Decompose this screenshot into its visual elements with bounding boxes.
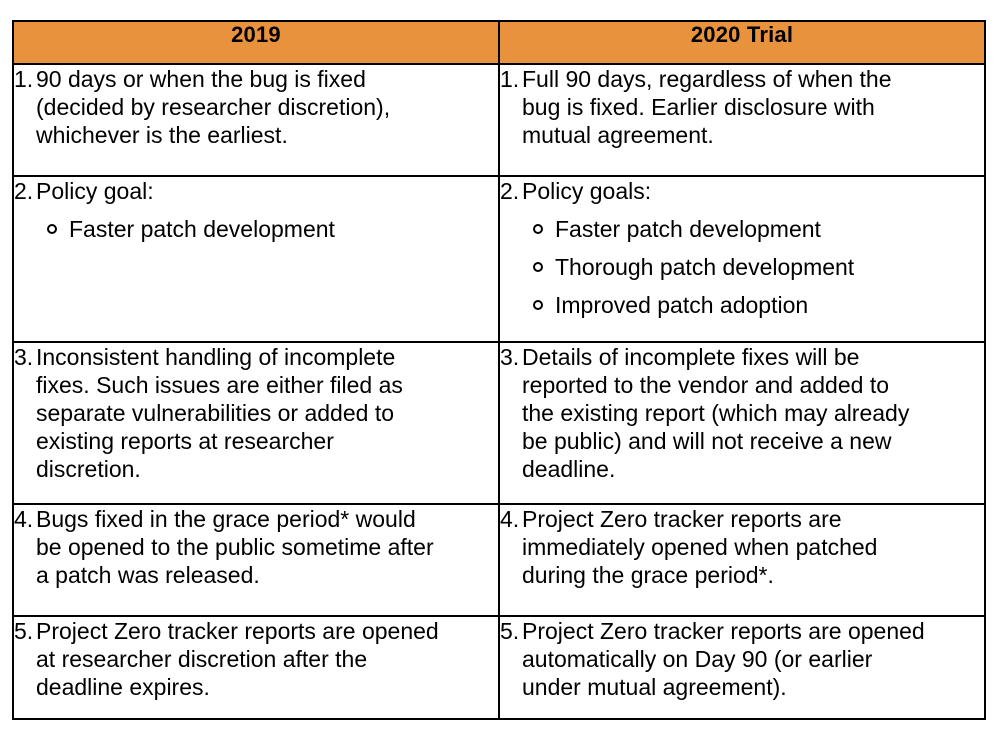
- item-text: 90 days or when the bug is fixed (decide…: [36, 66, 391, 148]
- policy-comparison-table: 2019 2020 Trial 1. 90 days or when the b…: [12, 20, 986, 720]
- bullet-text: Improved patch adoption: [555, 292, 809, 318]
- cell-2019-incomplete-fixes: 3. Inconsistent handling of incomplete f…: [12, 341, 500, 505]
- cell-2019-policy-goal: 2. Policy goal: Faster patch development: [12, 175, 500, 343]
- numbered-item: 1. 90 days or when the bug is fixed (dec…: [14, 65, 498, 149]
- bullet-text: Thorough patch development: [555, 254, 855, 280]
- item-text: Project Zero tracker reports are opened …: [522, 618, 925, 700]
- item-number: 3.: [14, 344, 34, 370]
- column-header-2020-trial: 2020 Trial: [498, 20, 986, 65]
- item-text: Inconsistent handling of incomplete fixe…: [36, 344, 403, 482]
- table-row: 4. Bugs fixed in the grace period* would…: [12, 503, 986, 617]
- numbered-item: 1. Full 90 days, regardless of when the …: [500, 65, 984, 149]
- table-row: 3. Inconsistent handling of incomplete f…: [12, 341, 986, 505]
- list-item: Thorough patch development: [500, 253, 984, 281]
- circle-bullet-icon: [47, 224, 57, 234]
- cell-2019-grace-period: 4. Bugs fixed in the grace period* would…: [12, 503, 500, 617]
- numbered-item: 2. Policy goals:: [500, 177, 984, 205]
- item-number: 5.: [500, 618, 520, 644]
- item-number: 2.: [14, 178, 34, 204]
- cell-2019-report-opening: 5. Project Zero tracker reports are open…: [12, 615, 500, 720]
- list-item: Faster patch development: [14, 215, 498, 243]
- circle-bullet-icon: [533, 224, 543, 234]
- table-row: 2. Policy goal: Faster patch development…: [12, 175, 986, 343]
- numbered-item: 5. Project Zero tracker reports are open…: [14, 617, 498, 701]
- numbered-item: 2. Policy goal:: [14, 177, 498, 205]
- bullet-list: Faster patch development: [14, 215, 498, 243]
- cell-2020-incomplete-fixes: 3. Details of incomplete fixes will be r…: [498, 341, 986, 505]
- numbered-item: 3. Details of incomplete fixes will be r…: [500, 343, 984, 483]
- item-text: Full 90 days, regardless of when the bug…: [522, 66, 892, 148]
- item-number: 1.: [500, 66, 520, 92]
- item-text: Project Zero tracker reports are immedia…: [522, 506, 878, 588]
- item-text: Policy goal:: [36, 178, 154, 204]
- bullet-list: Faster patch development Thorough patch …: [500, 215, 984, 319]
- numbered-item: 5. Project Zero tracker reports are open…: [500, 617, 984, 701]
- item-number: 5.: [14, 618, 34, 644]
- numbered-item: 4. Project Zero tracker reports are imme…: [500, 505, 984, 589]
- numbered-item: 4. Bugs fixed in the grace period* would…: [14, 505, 498, 589]
- list-item: Improved patch adoption: [500, 291, 984, 319]
- policy-comparison-wrapper: 2019 2020 Trial 1. 90 days or when the b…: [12, 20, 986, 720]
- cell-2020-grace-period: 4. Project Zero tracker reports are imme…: [498, 503, 986, 617]
- circle-bullet-icon: [533, 262, 543, 272]
- item-number: 1.: [14, 66, 34, 92]
- item-text: Project Zero tracker reports are opened …: [36, 618, 439, 700]
- column-header-2019: 2019: [12, 20, 500, 65]
- circle-bullet-icon: [533, 300, 543, 310]
- bullet-text: Faster patch development: [69, 216, 335, 242]
- header-row: 2019 2020 Trial: [12, 20, 986, 65]
- cell-2020-deadline: 1. Full 90 days, regardless of when the …: [498, 63, 986, 177]
- bullet-text: Faster patch development: [555, 216, 821, 242]
- cell-2020-report-opening: 5. Project Zero tracker reports are open…: [498, 615, 986, 720]
- item-text: Bugs fixed in the grace period* would be…: [36, 506, 434, 588]
- item-number: 4.: [14, 506, 34, 532]
- table-row: 5. Project Zero tracker reports are open…: [12, 615, 986, 720]
- cell-2019-deadline: 1. 90 days or when the bug is fixed (dec…: [12, 63, 500, 177]
- table-row: 1. 90 days or when the bug is fixed (dec…: [12, 63, 986, 177]
- list-item: Faster patch development: [500, 215, 984, 243]
- item-number: 3.: [500, 344, 520, 370]
- cell-2020-policy-goals: 2. Policy goals: Faster patch developmen…: [498, 175, 986, 343]
- item-number: 2.: [500, 178, 520, 204]
- item-number: 4.: [500, 506, 520, 532]
- item-text: Policy goals:: [522, 178, 652, 204]
- item-text: Details of incomplete fixes will be repo…: [522, 344, 910, 482]
- numbered-item: 3. Inconsistent handling of incomplete f…: [14, 343, 498, 483]
